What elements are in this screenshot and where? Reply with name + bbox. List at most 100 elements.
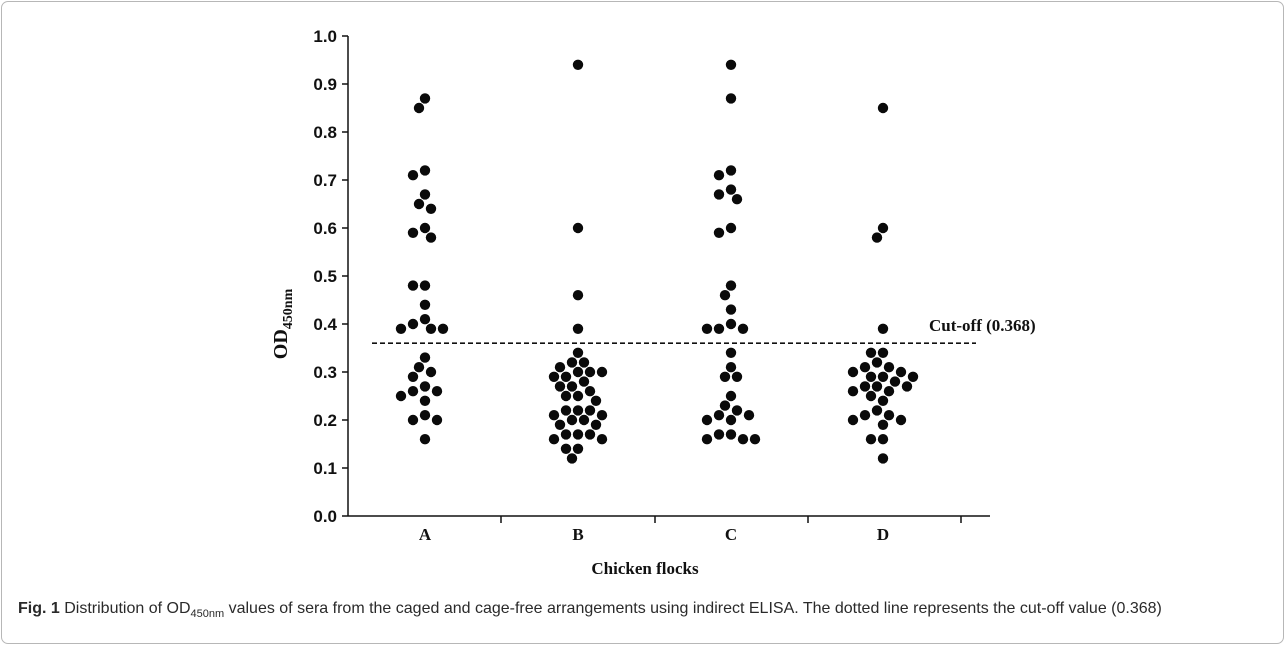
data-point [578, 414, 590, 426]
cutoff-label: Cut-off (0.368) [929, 316, 1036, 335]
data-point [572, 390, 584, 402]
data-point [425, 323, 437, 334]
data-point [437, 323, 449, 334]
data-point [419, 93, 431, 104]
data-point [425, 366, 437, 378]
data-point [560, 443, 572, 454]
data-point [713, 429, 725, 440]
data-point [419, 165, 431, 176]
data-point [407, 371, 419, 382]
data-point [572, 366, 584, 378]
data-point [901, 381, 913, 392]
cutoff-line-group: Cut-off (0.368) [372, 316, 1036, 345]
y-tick-label: 0.5 [313, 267, 337, 286]
data-point [572, 290, 584, 301]
data-point [883, 386, 895, 397]
data-point [737, 323, 749, 334]
data-point [713, 410, 725, 421]
data-point [725, 390, 737, 402]
data-point [871, 357, 883, 368]
data-point [425, 203, 437, 214]
data-point [725, 318, 737, 330]
y-axis-title-sub: 450nm [281, 288, 296, 329]
data-point [859, 381, 871, 392]
data-point [701, 323, 713, 334]
data-point [572, 429, 584, 440]
data-point [395, 323, 407, 334]
data-point [713, 170, 725, 181]
x-axis: A B C D [348, 515, 990, 544]
data-point [877, 453, 889, 464]
data-point [859, 362, 871, 373]
data-point [548, 410, 560, 421]
data-point [865, 390, 877, 402]
data-point [725, 222, 737, 234]
data-point [865, 371, 877, 382]
x-tick-label: B [572, 525, 583, 544]
data-point [548, 371, 560, 382]
data-point [725, 165, 737, 176]
data-point [584, 429, 596, 440]
data-point [719, 290, 731, 301]
y-tick-label: 1.0 [313, 27, 337, 46]
data-point [572, 323, 584, 334]
data-point [883, 362, 895, 373]
data-point [407, 170, 419, 181]
data-point [889, 376, 901, 387]
x-axis-title: Chicken flocks [591, 559, 699, 578]
data-point [895, 366, 907, 378]
caption-label: Fig. 1 [18, 600, 60, 617]
y-tick-label: 0.6 [313, 219, 337, 238]
data-point [566, 357, 578, 368]
data-point [572, 222, 584, 234]
data-point [560, 371, 572, 382]
data-point [725, 93, 737, 104]
data-point [725, 429, 737, 440]
data-point [596, 366, 608, 378]
data-point [725, 304, 737, 315]
y-axis: 0.0 0.1 0.2 0.3 0.4 0.5 0.6 0.7 0.8 0.9 1.0 [313, 27, 349, 526]
data-point [578, 357, 590, 368]
data-point [554, 381, 566, 392]
data-point [749, 434, 761, 445]
data-point [407, 414, 419, 426]
data-point [560, 405, 572, 416]
data-point [419, 434, 431, 445]
caption-subscript: 450nm [190, 608, 225, 621]
data-point [590, 395, 602, 406]
data-point [883, 410, 895, 421]
data-point [419, 395, 431, 406]
data-point [419, 189, 431, 200]
data-point [907, 371, 919, 382]
y-tick-label: 0.0 [313, 507, 337, 526]
data-point [419, 280, 431, 291]
data-point [566, 381, 578, 392]
data-point [713, 323, 725, 334]
y-axis-title-main: OD [270, 329, 292, 359]
data-point [847, 414, 859, 426]
x-tick-label: D [877, 525, 889, 544]
data-point [413, 102, 425, 114]
data-point [877, 323, 889, 334]
data-point [578, 376, 590, 387]
data-point [407, 227, 419, 238]
data-point [725, 59, 737, 70]
data-point [871, 405, 883, 416]
data-point [731, 371, 743, 382]
data-point [725, 280, 737, 291]
y-tick-label: 0.8 [313, 123, 337, 142]
data-point [419, 352, 431, 363]
data-point [584, 366, 596, 378]
y-tick-label: 0.3 [313, 363, 337, 382]
data-point [554, 419, 566, 430]
data-point [877, 419, 889, 430]
data-point [895, 414, 907, 426]
data-point [701, 434, 713, 445]
data-point [877, 102, 889, 114]
data-point [584, 386, 596, 397]
data-point [865, 347, 877, 358]
data-point [719, 400, 731, 411]
data-point [584, 405, 596, 416]
data-point [725, 414, 737, 426]
